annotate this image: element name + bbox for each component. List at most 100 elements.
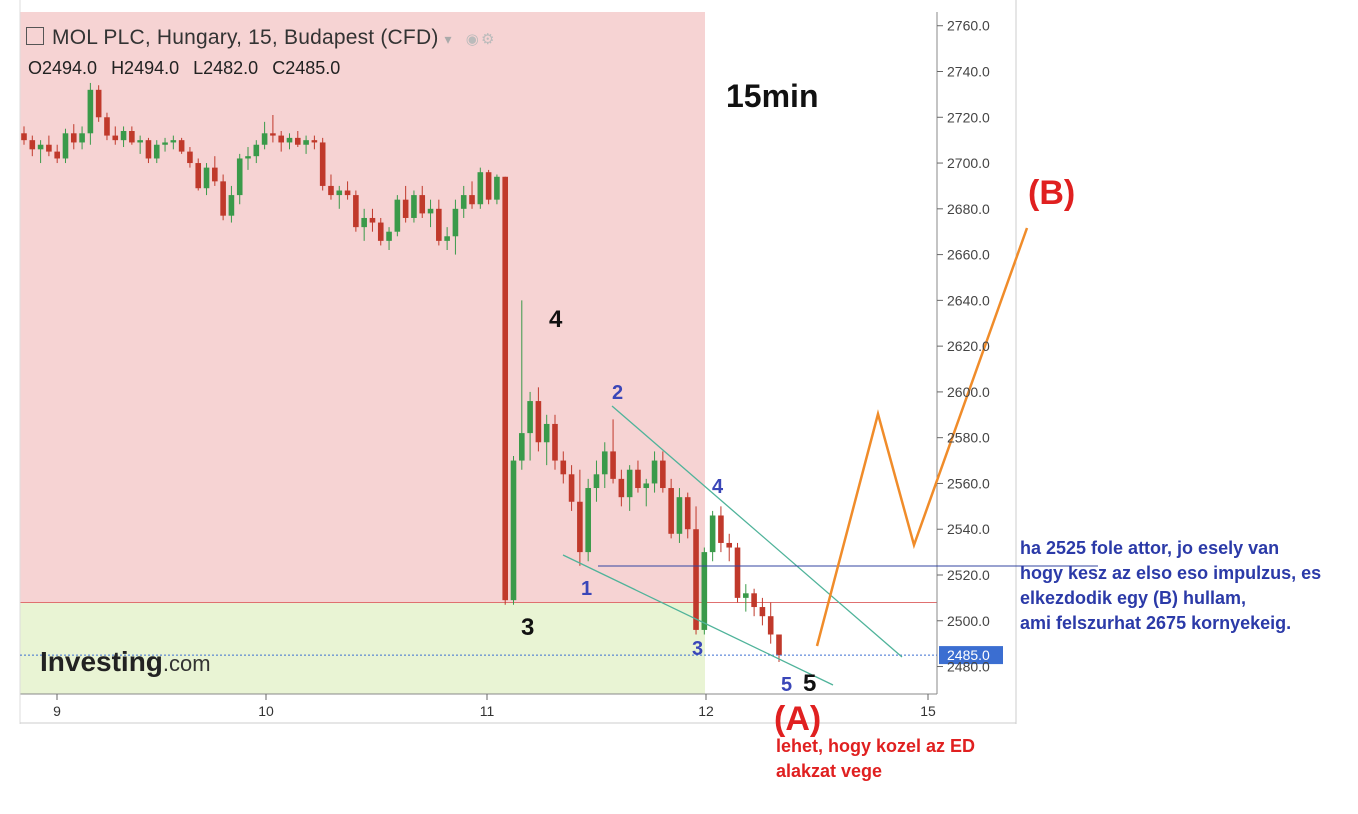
candle-body — [328, 185, 334, 196]
low-value: L2482.0 — [193, 58, 259, 78]
candle — [286, 133, 293, 150]
candle-body — [477, 172, 484, 205]
candle-body — [726, 542, 733, 548]
candle — [651, 451, 658, 493]
wave-a-label: (A) — [774, 700, 822, 738]
candle — [236, 153, 243, 205]
candle-body — [54, 151, 60, 159]
candles — [21, 82, 782, 662]
y-tick-label: 2520.0 — [947, 567, 990, 583]
x-tick-label: 15 — [920, 703, 936, 719]
candle-body — [95, 89, 102, 118]
open-value: O2494.0 — [28, 58, 98, 78]
projection-path — [815, 227, 1029, 647]
candle — [477, 167, 484, 209]
candle-body — [601, 451, 608, 475]
candle-body — [444, 236, 450, 241]
candle — [178, 137, 185, 154]
candle — [469, 181, 475, 209]
candle-body — [62, 133, 69, 159]
candle-body — [369, 217, 376, 223]
candle — [270, 114, 276, 143]
candle — [245, 147, 251, 170]
candle — [162, 137, 168, 152]
last-price-tag-bg — [939, 646, 1003, 665]
candle — [767, 602, 774, 644]
candle-body — [427, 208, 434, 214]
candle-body — [236, 158, 243, 196]
candle-body — [618, 478, 625, 498]
candle-body — [104, 117, 110, 136]
y-tick-label: 2560.0 — [947, 475, 990, 491]
blue-note-line: ami felszurhat 2675 kornyekeig. — [1020, 613, 1292, 633]
candle-body — [635, 469, 641, 489]
x-axis: 9 10 11 12 15 — [53, 694, 936, 719]
candle-body — [767, 616, 774, 635]
candle — [37, 140, 44, 164]
candle — [751, 588, 757, 617]
candle — [552, 414, 558, 470]
close-value: C2485.0 — [272, 58, 341, 78]
candle — [129, 126, 135, 145]
candle-body — [353, 195, 359, 228]
candle-body — [452, 208, 459, 237]
wave-b-label: (B) — [1028, 174, 1076, 212]
ohlc-readout: O2494.0 H2494.0 L2482.0 C2485.0 — [28, 58, 354, 79]
candle — [709, 510, 716, 562]
candle — [427, 199, 434, 228]
candle-body — [377, 222, 384, 241]
candle — [718, 506, 724, 553]
chevron-down-icon[interactable]: ▾ — [444, 31, 452, 47]
collapse-icon[interactable] — [26, 27, 44, 45]
candle — [568, 465, 575, 511]
y-tick-label: 2620.0 — [947, 338, 990, 354]
red-zone — [20, 12, 705, 603]
chart-title[interactable]: MOL PLC, Hungary, 15, Budapest (CFD) ▾ ◉ ⚙ — [26, 26, 495, 50]
candle-body — [319, 142, 326, 186]
candle-body — [552, 423, 558, 461]
candle-body — [79, 133, 85, 143]
candle-body — [560, 460, 567, 475]
candle-body — [610, 451, 616, 479]
candle — [759, 597, 766, 626]
candle — [726, 533, 733, 562]
candle-body — [311, 140, 318, 143]
candle — [311, 135, 318, 150]
candle-body — [220, 181, 226, 216]
high-value: H2494.0 — [111, 58, 180, 78]
subwave-label-4: 4 — [712, 476, 724, 498]
candle-body — [87, 89, 94, 134]
candle-body — [21, 133, 27, 141]
candle-body — [129, 131, 135, 143]
x-tick-label: 9 — [53, 703, 61, 719]
candle — [618, 469, 625, 507]
candle — [444, 227, 450, 251]
candle — [46, 135, 52, 157]
candle — [527, 391, 533, 461]
candle — [519, 300, 525, 470]
y-axis: 2480.0 2500.0 2520.0 2540.0 2560.0 2580.0 2600… — [937, 18, 990, 675]
candle — [361, 208, 367, 241]
candle-body — [270, 133, 276, 136]
candle-body — [485, 172, 492, 200]
last-price-tag: 2485.0 — [939, 646, 1003, 665]
candle — [303, 135, 309, 154]
candle-body — [701, 552, 708, 630]
y-tick-label: 2580.0 — [947, 430, 990, 446]
subwave-label-3: 3 — [692, 638, 704, 660]
green-zone — [20, 602, 705, 694]
eye-icon[interactable]: ◉ — [465, 31, 480, 48]
candle-body — [228, 195, 235, 216]
candle — [319, 137, 326, 191]
candle-body — [734, 547, 741, 598]
candle-body — [46, 144, 52, 152]
y-tick-label: 2720.0 — [947, 109, 990, 125]
candle — [95, 85, 102, 122]
candle-body — [344, 190, 351, 196]
gear-icon[interactable]: ⚙ — [481, 31, 495, 48]
candle-body — [585, 488, 591, 553]
x-tick-label: 12 — [698, 703, 714, 719]
last-price-label: 2485.0 — [947, 647, 990, 663]
